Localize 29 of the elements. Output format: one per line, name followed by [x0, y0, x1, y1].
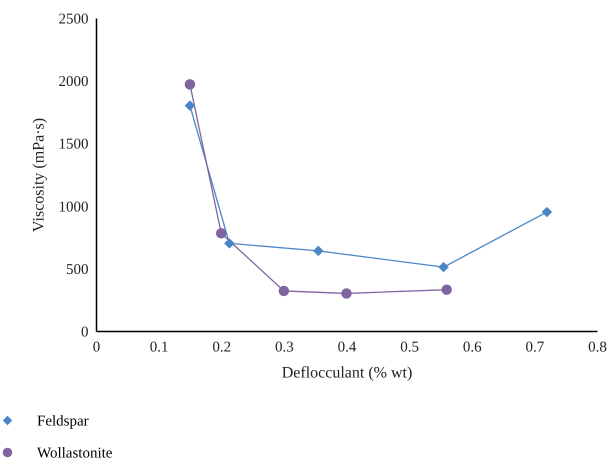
x-tick-label: 0.1 — [150, 340, 168, 356]
y-tick-label: 1500 — [58, 136, 88, 153]
point — [542, 206, 552, 218]
y-tick-label: 500 — [66, 262, 88, 278]
point — [341, 288, 352, 299]
x-axis-title: Deflocculant (% wt) — [282, 364, 412, 382]
y-tick-label: 2500 — [58, 12, 88, 28]
x-tick-label: 0 — [92, 340, 100, 356]
point — [216, 228, 226, 239]
legend-label: Wollastonite — [37, 446, 113, 462]
point — [184, 100, 196, 111]
x-tick-label: 0.5 — [400, 340, 419, 356]
x-tick-label: 0.3 — [275, 340, 294, 356]
x-tick-label: 0.7 — [526, 340, 545, 356]
point — [313, 246, 324, 256]
legend-label: Feldspar — [37, 414, 89, 430]
point — [184, 79, 196, 90]
x-tick-label: 0.8 — [588, 340, 607, 356]
y-tick-label: 2000 — [58, 74, 88, 90]
y-axis-title: Viscosity (mPa·s) — [30, 118, 48, 232]
x-tick-label: 0.2 — [212, 340, 232, 356]
y-tick-label: 1000 — [58, 199, 88, 216]
point — [278, 286, 290, 296]
point — [438, 262, 449, 272]
point — [224, 238, 235, 249]
x-tick-label: 0.4 — [338, 340, 357, 356]
x-tick-label: 0.6 — [462, 340, 482, 356]
point — [441, 284, 452, 295]
y-tick-label: 0 — [81, 324, 88, 340]
